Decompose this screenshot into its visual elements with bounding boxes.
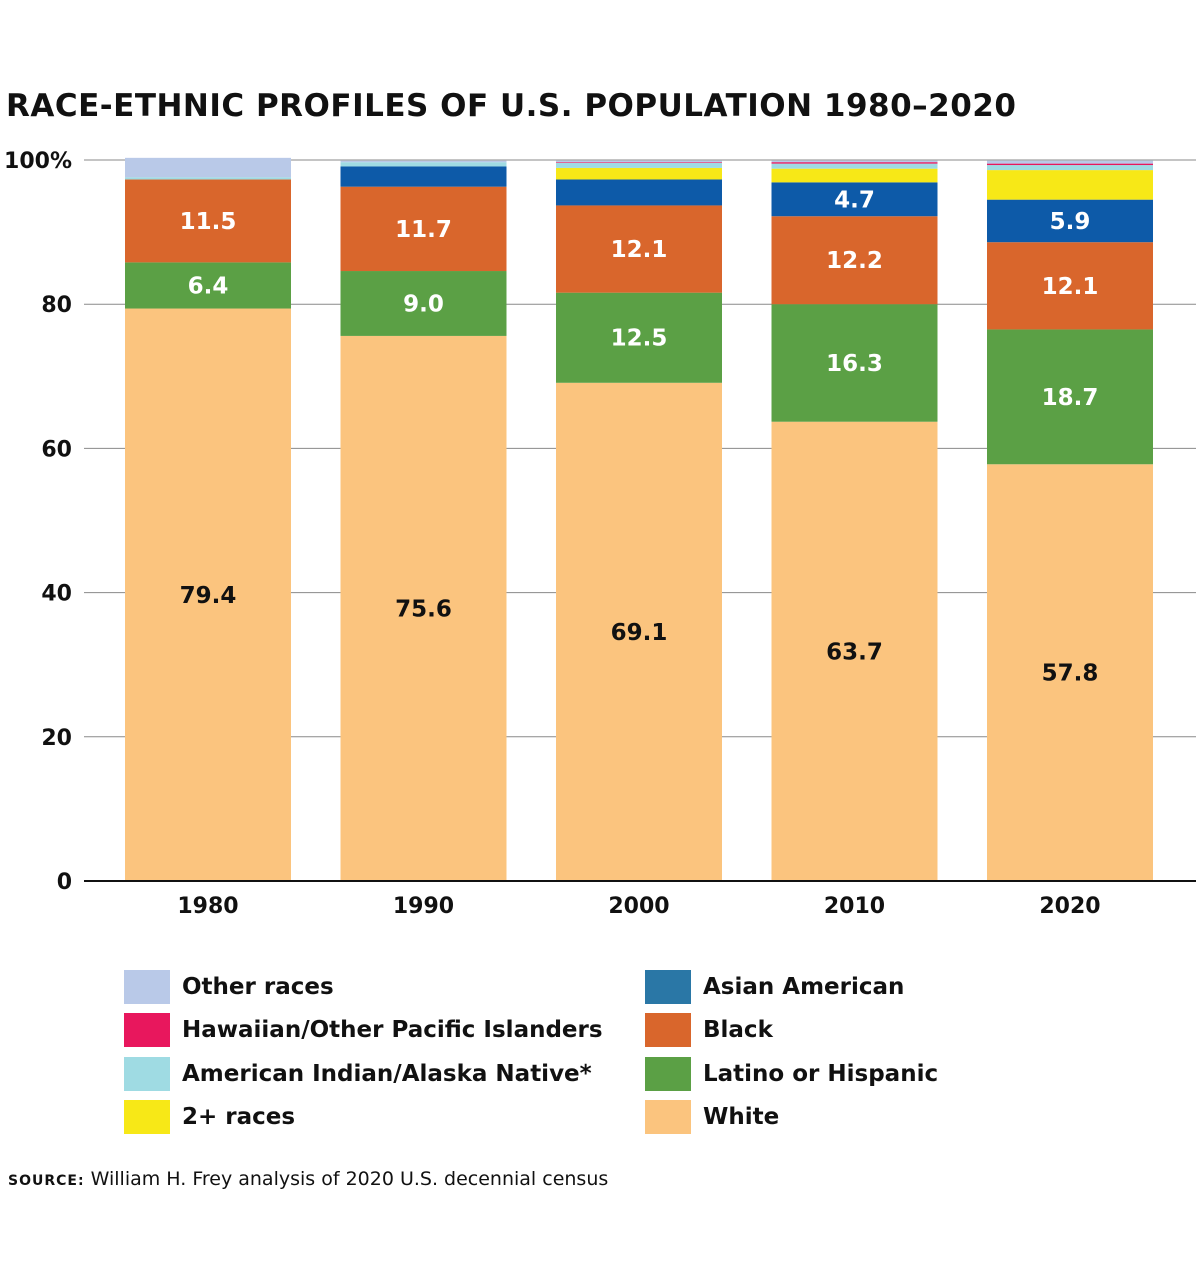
legend-swatch xyxy=(124,1100,170,1134)
data-label: 69.1 xyxy=(611,620,668,646)
source-text: William H. Frey analysis of 2020 U.S. de… xyxy=(90,1168,609,1190)
legend-item-latino: Latino or Hispanic xyxy=(645,1056,938,1092)
data-label: 16.3 xyxy=(826,351,883,377)
legend-item-two-plus-races: 2+ races xyxy=(124,1099,295,1135)
bar-segment xyxy=(340,160,507,163)
bar-segment xyxy=(340,186,507,272)
bar-segment xyxy=(987,165,1153,171)
data-label: 12.2 xyxy=(826,248,883,274)
x-tick-label: 1980 xyxy=(177,894,238,919)
legend-swatch xyxy=(645,1057,691,1091)
legend-item-other-races: Other races xyxy=(124,969,334,1005)
bar-segment xyxy=(556,167,722,180)
bar-segment xyxy=(771,163,938,169)
x-tick-label: 2020 xyxy=(1039,894,1100,919)
bar-stack-1990: 75.6 9.0 11.7 xyxy=(340,160,507,881)
legend-swatch xyxy=(645,1100,691,1134)
legend-label: Black xyxy=(703,1017,773,1043)
data-label: 57.8 xyxy=(1042,661,1099,687)
bar-segment xyxy=(340,162,507,167)
bar-segment xyxy=(987,464,1153,881)
bar-segment xyxy=(556,382,722,881)
bar-segment xyxy=(125,262,291,309)
x-tick-label: 1990 xyxy=(393,894,454,919)
y-tick-label: 40 xyxy=(41,582,72,607)
y-tick-label: 0 xyxy=(57,870,72,895)
legend-swatch xyxy=(645,1013,691,1047)
legend-swatch xyxy=(645,970,691,1004)
data-label: 9.0 xyxy=(403,291,444,317)
legend-label: Latino or Hispanic xyxy=(703,1061,939,1087)
legend-item-hawaiian: Hawaiian/Other Pacific Islanders xyxy=(124,1012,603,1048)
bar-segment xyxy=(987,160,1153,164)
bar-segment xyxy=(987,199,1153,243)
data-label: 75.6 xyxy=(395,596,452,622)
bar-segment xyxy=(340,271,507,336)
bar-segment xyxy=(125,157,291,178)
legend-label: White xyxy=(703,1104,780,1130)
bar-segment xyxy=(340,335,507,881)
bar-stack-1980: 79.4 6.4 11.5 xyxy=(125,157,291,881)
bars: 79.4 6.4 11.5 75.6 9.0 11.7 69.1 12.5 12.1 63.7 16… xyxy=(125,157,1153,881)
bar-segment xyxy=(771,182,938,217)
bar-segment xyxy=(987,163,1153,166)
legend-item-asian-american: Asian American xyxy=(645,969,904,1005)
legend-label: American Indian/Alaska Native* xyxy=(182,1061,592,1087)
legend-label: Asian American xyxy=(703,974,905,1000)
legend-swatch xyxy=(124,970,170,1004)
legend-item-american-indian: American Indian/Alaska Native* xyxy=(124,1056,592,1092)
legend-label: Hawaiian/Other Pacific Islanders xyxy=(182,1017,603,1043)
data-label: 11.7 xyxy=(395,217,452,243)
bar-segment xyxy=(771,421,938,881)
bar-segment xyxy=(771,304,938,422)
data-label: 11.5 xyxy=(180,209,237,235)
data-label: 79.4 xyxy=(180,583,237,609)
bar-stack-2000: 69.1 12.5 12.1 xyxy=(556,160,722,881)
bar-stack-2010: 63.7 16.3 12.2 4.7 xyxy=(771,160,938,881)
legend-label: Other races xyxy=(182,974,334,1000)
bar-segment xyxy=(556,179,722,206)
bar-segment xyxy=(556,162,722,163)
source-label: Source: xyxy=(8,1173,85,1189)
bar-segment xyxy=(125,308,291,881)
bar-segment xyxy=(556,205,722,293)
bar-segment xyxy=(556,160,722,163)
data-label: 12.1 xyxy=(1042,274,1099,300)
bar-segment xyxy=(125,179,291,263)
bar-stack-2020: 57.8 18.7 12.1 5.9 xyxy=(987,160,1153,881)
legend-item-white: White xyxy=(645,1099,779,1135)
bar-segment xyxy=(987,329,1153,465)
x-tick-label: 2000 xyxy=(608,894,669,919)
y-tick-label: 100% xyxy=(4,149,72,174)
data-label: 4.7 xyxy=(834,187,875,213)
source-note: Source: William H. Frey analysis of 2020… xyxy=(8,1168,608,1190)
bar-segment xyxy=(771,216,938,305)
legend-swatch xyxy=(124,1057,170,1091)
bar-segment xyxy=(771,168,938,183)
data-label: 18.7 xyxy=(1042,385,1099,411)
legend-item-black: Black xyxy=(645,1012,773,1048)
legend-swatch xyxy=(124,1013,170,1047)
legend-label: 2+ races xyxy=(182,1104,296,1130)
data-label: 63.7 xyxy=(826,639,883,665)
stacked-bar-chart: 79.4 6.4 11.5 75.6 9.0 11.7 69.1 12.5 12.1 63.7 16… xyxy=(4,149,1196,919)
bar-segment xyxy=(556,162,722,168)
bar-segment xyxy=(125,177,291,180)
x-tick-label: 2010 xyxy=(824,894,885,919)
bar-segment xyxy=(340,166,507,187)
data-label: 12.5 xyxy=(611,326,668,352)
axes: 0 20 40 60 80 100% 1980 1990 2000 2010 2020 xyxy=(4,149,1196,919)
chart-title: RACE-ETHNIC PROFILES OF U.S. POPULATION … xyxy=(6,88,1017,124)
y-tick-label: 20 xyxy=(41,726,72,751)
data-label: 5.9 xyxy=(1050,209,1091,235)
y-tick-label: 60 xyxy=(41,437,72,462)
data-label: 12.1 xyxy=(611,237,668,263)
y-tick-label: 80 xyxy=(41,293,72,318)
bar-segment xyxy=(771,162,938,164)
bar-segment xyxy=(556,292,722,383)
bar-segment xyxy=(987,242,1153,330)
bar-segment xyxy=(771,160,938,163)
bar-segment xyxy=(987,170,1153,200)
data-label: 6.4 xyxy=(188,273,229,299)
